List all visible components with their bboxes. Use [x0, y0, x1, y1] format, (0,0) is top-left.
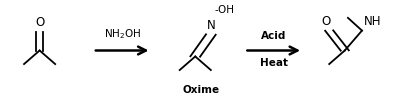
- Text: Oxime: Oxime: [183, 85, 220, 95]
- Text: Acid: Acid: [261, 31, 286, 41]
- Text: -OH: -OH: [215, 5, 235, 15]
- Text: NH: NH: [364, 15, 381, 28]
- Text: NH$_2$OH: NH$_2$OH: [104, 27, 141, 41]
- Text: Heat: Heat: [260, 58, 288, 68]
- Text: O: O: [321, 15, 330, 28]
- Text: N: N: [206, 19, 215, 32]
- Text: O: O: [35, 16, 44, 29]
